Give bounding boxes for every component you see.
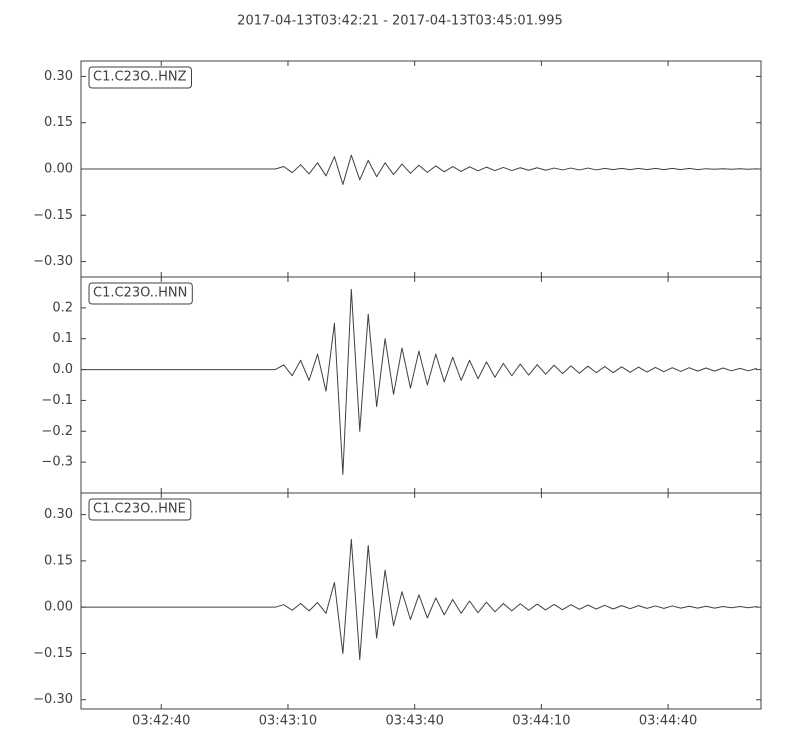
y-tick-label: −0.3 (41, 455, 73, 470)
waveform (81, 538, 757, 661)
x-tick-label: 03:44:10 (512, 714, 570, 729)
y-tick-label: 0.00 (44, 162, 73, 177)
chart-title: 2017-04-13T03:42:21 - 2017-04-13T03:45:0… (237, 14, 563, 29)
x-tick-label: 03:44:40 (639, 714, 697, 729)
waveform (81, 154, 757, 185)
panel-frame (80, 492, 762, 710)
y-tick-label: 0.0 (52, 362, 73, 377)
trace-label-box (88, 498, 192, 521)
y-tick-label: 0.30 (44, 507, 73, 522)
y-tick-label: 0.15 (44, 553, 73, 568)
y-tick-label: 0.2 (52, 300, 73, 315)
waveform (81, 288, 757, 475)
y-tick-label: 0.00 (44, 600, 73, 615)
y-tick-label: −0.2 (41, 424, 73, 439)
y-tick-label: 0.15 (44, 115, 73, 130)
trace-label-box (88, 282, 193, 305)
trace-label: C1.C23O..HNE (93, 502, 186, 517)
x-tick-label: 03:42:40 (132, 714, 190, 729)
trace-label-box (88, 66, 192, 89)
y-tick-label: −0.1 (41, 393, 73, 408)
trace-label: C1.C23O..HNZ (93, 70, 187, 85)
y-tick-label: −0.15 (33, 208, 73, 223)
y-tick-label: −0.30 (33, 692, 73, 707)
x-tick-label: 03:43:10 (259, 714, 317, 729)
x-tick-label: 03:43:40 (385, 714, 443, 729)
y-tick-label: 0.1 (52, 331, 73, 346)
y-tick-label: −0.15 (33, 646, 73, 661)
trace-label: C1.C23O..HNN (93, 286, 187, 301)
y-tick-label: 0.30 (44, 69, 73, 84)
panel-frame (80, 276, 762, 494)
y-tick-label: −0.30 (33, 254, 73, 269)
